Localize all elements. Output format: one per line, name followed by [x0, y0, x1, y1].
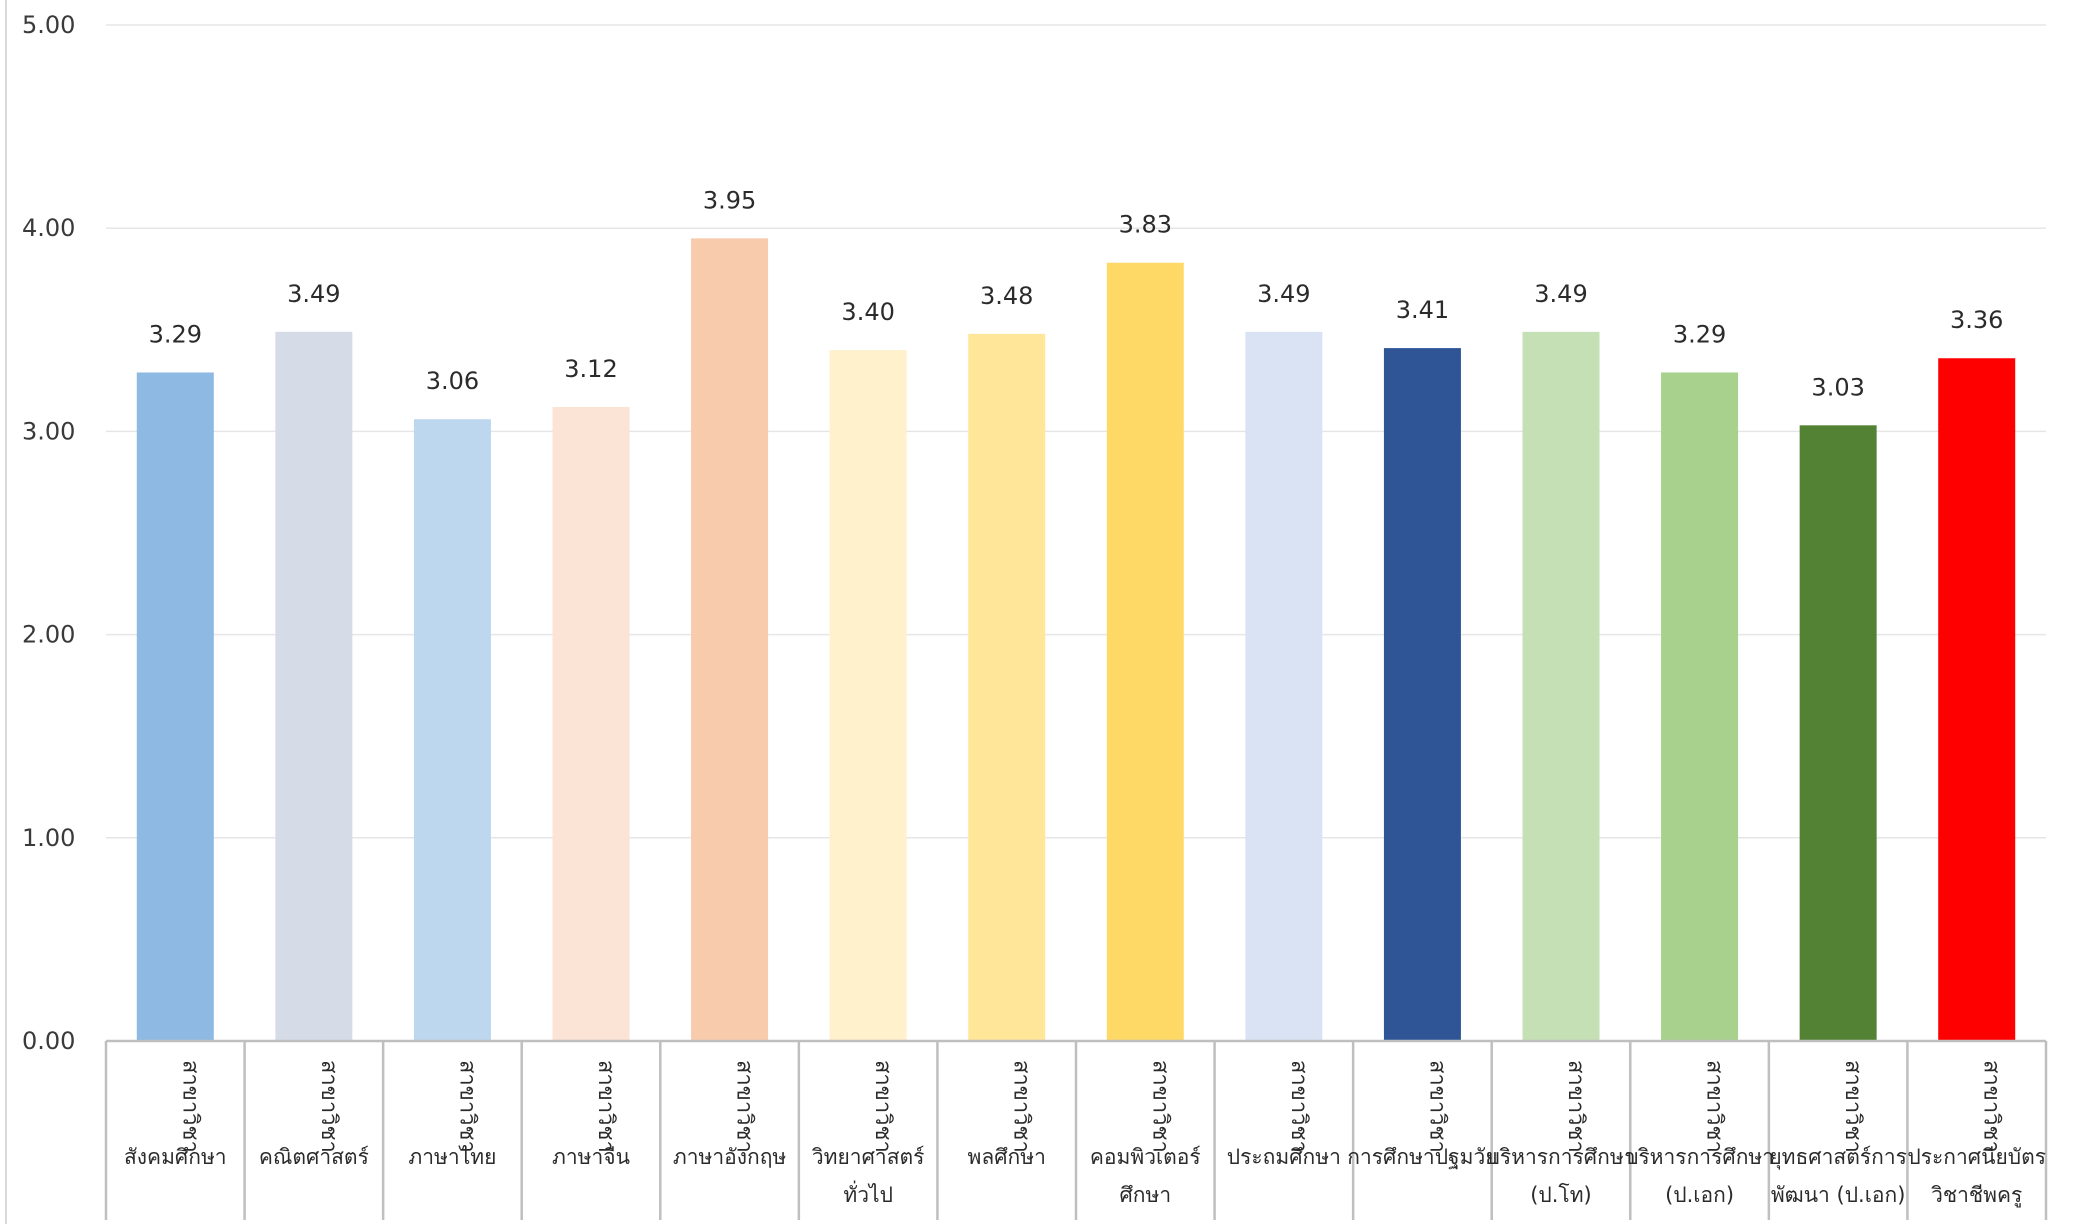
- bar-5: [691, 238, 769, 1042]
- y-axis-tick-labels: 0.00 1.00 2.00 3.00 4.00 5.00: [22, 11, 75, 1055]
- category-label: สาขาวิชาวิทยาศาสตร์ทั่วไป: [812, 1060, 925, 1207]
- category-prefix: สาขาวิชา: [870, 1060, 895, 1153]
- data-label: 3.40: [841, 298, 894, 326]
- bar-1: [136, 372, 214, 1041]
- bar-11: [1522, 331, 1600, 1041]
- bar-6: [829, 350, 907, 1041]
- category-prefix: สาขาวิชา: [1147, 1060, 1172, 1153]
- category-name: ภาษาไทย: [408, 1145, 496, 1169]
- category-name: ภาษาจีน: [552, 1145, 630, 1169]
- data-label: 3.29: [1673, 320, 1726, 348]
- y-tick-label: 4.00: [22, 214, 75, 242]
- category-prefix: สาขาวิชา: [593, 1060, 618, 1153]
- category-name: วิชาชีพครู: [1931, 1183, 2022, 1208]
- category-prefix: สาขาวิชา: [1979, 1060, 2004, 1153]
- category-prefix: สาขาวิชา: [1563, 1060, 1588, 1153]
- category-name: ยุทธศาสตร์การ: [1769, 1145, 1907, 1170]
- category-name: วิทยาศาสตร์: [812, 1145, 925, 1169]
- bar-12: [1661, 372, 1739, 1041]
- bar-7: [968, 333, 1046, 1041]
- category-name: ศึกษา: [1119, 1183, 1171, 1207]
- bar-14: [1938, 358, 2016, 1041]
- category-prefix: สาขาวิชา: [177, 1060, 202, 1153]
- bar-4: [552, 407, 630, 1041]
- category-name: (ป.โท): [1530, 1183, 1592, 1207]
- category-prefix: สาขาวิชา: [1702, 1060, 1727, 1153]
- y-tick-label: 2.00: [22, 621, 75, 649]
- gridlines: [106, 24, 2046, 839]
- bar-9: [1245, 331, 1323, 1041]
- category-name: พลศึกษา: [968, 1145, 1046, 1169]
- data-label: 3.12: [564, 355, 617, 383]
- data-label: 3.48: [980, 282, 1033, 310]
- category-name: การศึกษาปฐมวัย: [1347, 1145, 1497, 1169]
- bar-2: [275, 331, 353, 1041]
- y-tick-label: 0.00: [22, 1027, 75, 1055]
- category-name: คอมพิวเตอร์: [1090, 1145, 1201, 1169]
- data-label: 3.06: [426, 367, 479, 395]
- data-label: 3.95: [703, 186, 756, 214]
- y-tick-label: 3.00: [22, 417, 75, 445]
- category-prefix: สาขาวิชา: [732, 1060, 757, 1153]
- data-label: 3.36: [1950, 306, 2003, 334]
- bar-3: [413, 419, 491, 1041]
- category-prefix: สาขาวิชา: [1009, 1060, 1034, 1153]
- x-axis: [104, 1039, 2048, 1220]
- category-name: บริหารการศึกษา: [1625, 1145, 1774, 1169]
- data-label: 3.49: [1257, 280, 1310, 308]
- category-name: พัฒนา (ป.เอก): [1771, 1183, 1906, 1207]
- category-name: ประถมศึกษา: [1227, 1145, 1341, 1169]
- y-tick-label: 5.00: [22, 11, 75, 39]
- bars: [136, 238, 2016, 1042]
- category-name: (ป.เอก): [1665, 1183, 1734, 1207]
- data-label: 3.49: [287, 280, 340, 308]
- category-prefix: สาขาวิชา: [316, 1060, 341, 1153]
- category-name: ประกาศนียบัตร: [1907, 1145, 2046, 1169]
- data-label: 3.03: [1811, 373, 1864, 401]
- category-name: สังคมศึกษา: [124, 1145, 227, 1169]
- data-label: 3.29: [149, 320, 202, 348]
- category-prefix: สาขาวิชา: [1424, 1060, 1449, 1153]
- data-label: 3.41: [1396, 296, 1449, 324]
- data-labels: 3.29 3.49 3.06 3.12 3.95 3.40 3.48 3.83 3.49 3.41…: [149, 186, 2004, 401]
- data-label: 3.49: [1534, 280, 1587, 308]
- category-name: บริหารการศึกษา: [1487, 1145, 1636, 1169]
- data-label: 3.83: [1119, 211, 1172, 239]
- category-name: ทั่วไป: [843, 1180, 893, 1207]
- bar-13: [1799, 425, 1877, 1042]
- bar-10: [1383, 348, 1461, 1041]
- category-prefix: สาขาวิชา: [1840, 1060, 1865, 1153]
- category-label: สาขาวิชาสังคมศึกษา: [124, 1060, 227, 1169]
- category-prefix: สาขาวิชา: [1286, 1060, 1311, 1153]
- x-axis-category-labels: สาขาวิชาสังคมศึกษาสาขาวิชาคณิตศาสตร์สาขา…: [124, 1060, 2046, 1208]
- y-tick-label: 1.00: [22, 824, 75, 852]
- category-prefix: สาขาวิชา: [454, 1060, 479, 1153]
- category-name: คณิตศาสตร์: [259, 1145, 369, 1169]
- bar-8: [1106, 262, 1184, 1041]
- category-name: ภาษาอังกฤษ: [673, 1145, 786, 1169]
